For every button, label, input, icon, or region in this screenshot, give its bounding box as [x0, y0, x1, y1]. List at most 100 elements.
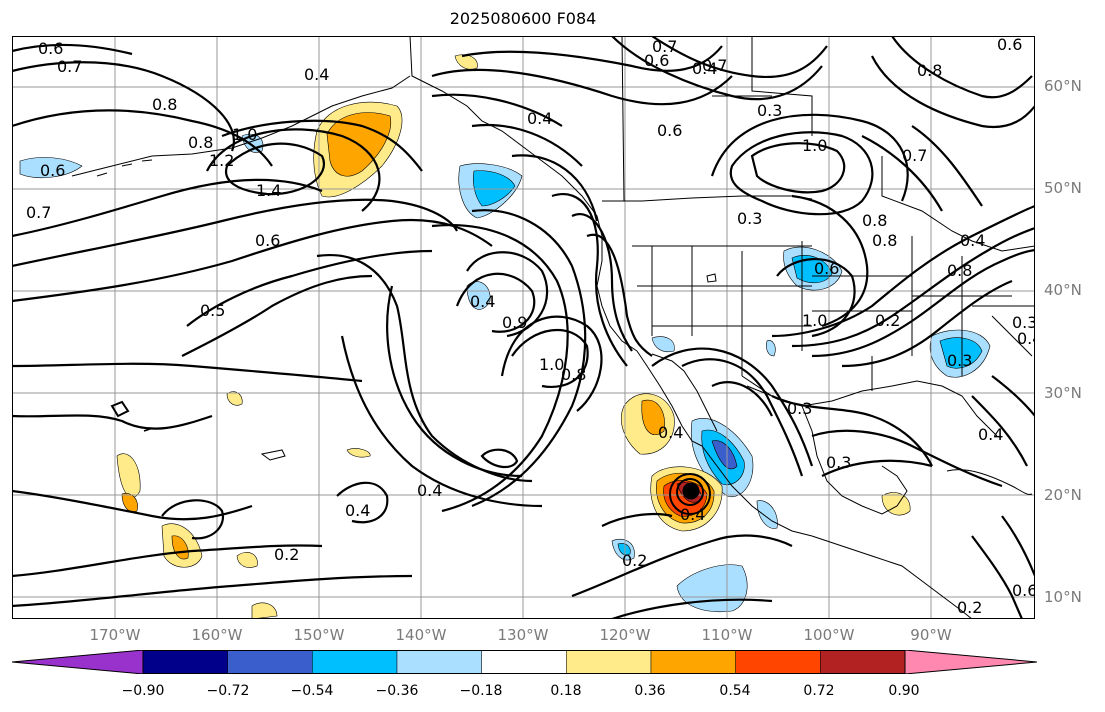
colorbar-tick: 0.54 [719, 683, 751, 699]
colorbar-segment [481, 650, 567, 674]
colorbar-tick: −0.54 [290, 683, 334, 699]
contour-label: 0.3 [737, 209, 762, 228]
lat-label: 50°N [1044, 179, 1082, 197]
map-panel: 0.6 0.7 0.8 0.7 0.6 0.4 0.8 0.8 1.0 1.2 … [12, 36, 1035, 619]
shade-positive-spot9 [881, 492, 911, 516]
contour-labels: 0.6 0.7 0.8 0.7 0.6 0.4 0.8 0.8 1.0 1.2 … [26, 36, 1035, 617]
colorbar-segment [396, 650, 482, 674]
contour-label: 0.4 [680, 505, 705, 524]
contour-label: 0.6 [814, 259, 839, 278]
contour-label: 1.0 [802, 136, 827, 155]
shade-positive-spot11 [251, 602, 278, 619]
map-svg: 0.6 0.7 0.8 0.7 0.6 0.4 0.8 0.8 1.0 1.2 … [12, 36, 1035, 619]
shade-positive-baja-core [641, 399, 665, 436]
storm-rings [669, 473, 711, 515]
contour-label: 0.6 [997, 36, 1022, 54]
map-frame [12, 36, 1035, 619]
shade-negative-aleut [19, 157, 83, 179]
shade-negative-spot6 [766, 340, 776, 357]
contour-label: 0.3 [1012, 313, 1035, 332]
lat-label: 40°N [1044, 281, 1082, 299]
colorbar-tick: −0.72 [206, 683, 250, 699]
contour-label: 0.8 [561, 365, 586, 384]
colorbar-tick: −0.36 [375, 683, 419, 699]
contours [12, 36, 1035, 619]
plot-title: 2025080600 F084 [449, 9, 597, 28]
contour-label: 1.4 [256, 181, 281, 200]
shade-positive-hawaii1 [116, 453, 141, 498]
colorbar-segment [566, 650, 652, 674]
contour-label: 1.0 [539, 355, 564, 374]
lat-label: 60°N [1044, 77, 1082, 95]
contour-label: 0.5 [200, 301, 225, 320]
colorbar-segment [312, 650, 398, 674]
contour-label: 0.7 [26, 203, 51, 222]
contour-label: 0.4 [417, 481, 442, 500]
contour-label: 0.4 [470, 292, 495, 311]
contour-label: 0.7 [652, 37, 677, 56]
colorbar-tick: 0.18 [550, 683, 582, 699]
colorbar-segment [227, 650, 313, 674]
contour-label: 0.2 [622, 551, 647, 570]
contour-label: 0.8 [862, 211, 887, 230]
shade-positive-spot8 [346, 448, 371, 458]
contour-label: 0.8 [152, 95, 177, 114]
colorbar-tick: −0.90 [121, 683, 165, 699]
shade-negative-spot5 [651, 336, 675, 353]
shade-negative-mexico-inner [711, 440, 738, 470]
colorbar-tick: 0.90 [888, 683, 920, 699]
coastlines [71, 36, 1035, 619]
contour-label: 0.6 [38, 39, 63, 58]
lat-label: 20°N [1044, 486, 1082, 504]
shade-negative-southeast-core [939, 337, 983, 369]
colorbar [12, 650, 1037, 674]
shade-positive-spot7 [226, 391, 243, 406]
contour-label: 0.2 [875, 311, 900, 330]
contour-label: 0.4 [978, 425, 1003, 444]
shade-positive-spot10 [236, 552, 258, 568]
contour-label: 0.2 [957, 598, 982, 617]
colorbar-segment [142, 650, 228, 674]
contour-label: 0.6 [644, 51, 669, 70]
contour-label: 0.9 [502, 313, 527, 332]
colorbar-segment [650, 650, 736, 674]
contour-label: 0.4 [345, 501, 370, 520]
lon-label: 170°W [89, 626, 141, 644]
contour-label: 0.4 [1017, 329, 1035, 348]
contour-label: 0.8 [947, 261, 972, 280]
contour-label: 1.2 [209, 151, 234, 170]
lon-label: 160°W [191, 626, 243, 644]
contour-label: 0.7 [702, 56, 727, 75]
contour-label: 0.3 [757, 101, 782, 120]
contour-label: 0.6 [657, 121, 682, 140]
contour-label: 0.7 [57, 57, 82, 76]
contour-label: 0.4 [960, 231, 985, 250]
shade-negative-spot3-core [617, 543, 631, 556]
colorbar-tick: 0.72 [803, 683, 835, 699]
lon-label: 140°W [395, 626, 447, 644]
contour-label: 0.6 [255, 231, 280, 250]
lon-label: 90°W [910, 626, 952, 644]
colorbar-tick: −0.18 [459, 683, 503, 699]
contour-label: 0.3 [787, 399, 812, 418]
colorbar-segment [820, 650, 906, 674]
lon-label: 110°W [701, 626, 753, 644]
contour-label: 0.4 [658, 423, 683, 442]
contour-label: 0.6 [40, 161, 65, 180]
contour-label: 0.4 [527, 109, 552, 128]
lon-label: 100°W [803, 626, 855, 644]
contour-label: 0.4 [304, 65, 329, 84]
lat-label: 10°N [1044, 588, 1082, 606]
lon-label: 130°W [497, 626, 549, 644]
lat-label: 30°N [1044, 384, 1082, 402]
contour-label: 0.2 [274, 545, 299, 564]
contour-label: 0.8 [917, 61, 942, 80]
lon-label: 150°W [293, 626, 345, 644]
contour-label: 0.4 [692, 59, 717, 78]
shade-positive-hawaii1-core [121, 493, 138, 512]
colorbar-segment [735, 650, 821, 674]
contour-label: 0.8 [188, 133, 213, 152]
colorbar-tick: 0.36 [634, 683, 666, 699]
lon-label: 120°W [599, 626, 651, 644]
contour-label: 0.3 [826, 453, 851, 472]
